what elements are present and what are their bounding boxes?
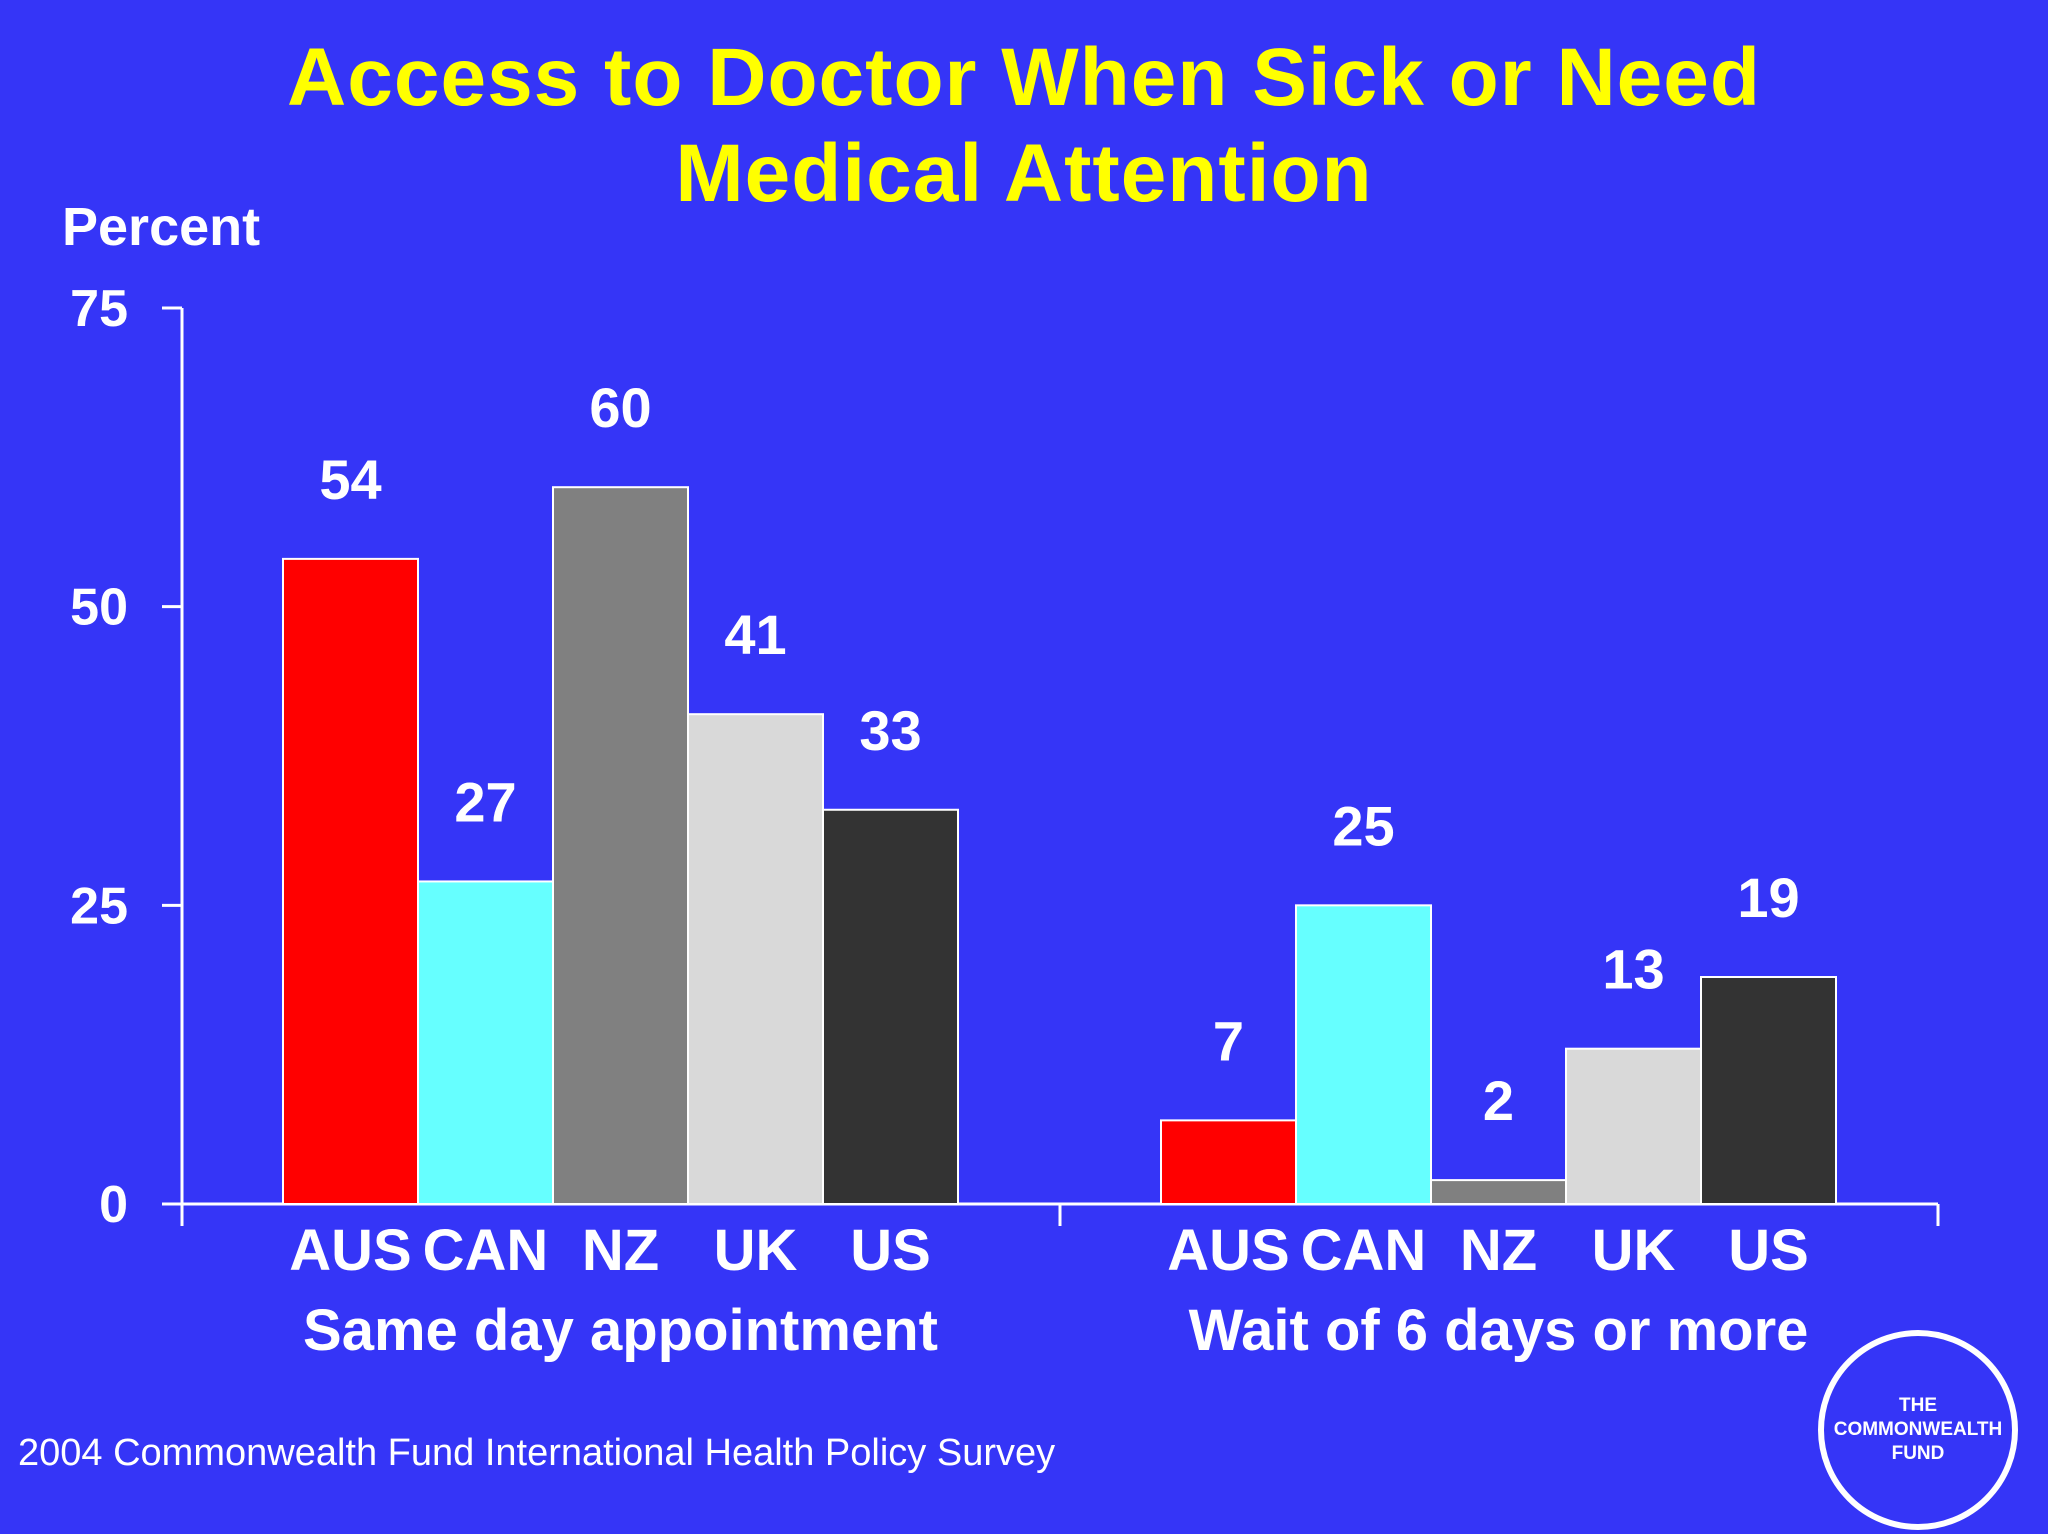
category-label: AUS [1167,1218,1289,1283]
category-label: US [1728,1218,1809,1283]
source-footnote: 2004 Commonwealth Fund International Hea… [18,1432,1056,1474]
category-label: NZ [582,1218,659,1283]
group-label: Same day appointment [303,1298,938,1363]
data-label: 27 [454,770,516,833]
category-label: NZ [1460,1218,1537,1283]
bar-us-group-1 [822,808,959,1205]
bar-can-group-1 [417,880,554,1205]
category-label: CAN [1301,1218,1427,1283]
logo-line-3: FUND [1891,1443,1945,1464]
data-label: 41 [724,603,786,666]
bar-nz-group-2 [1430,1179,1567,1206]
y-tick-label: 25 [70,877,128,935]
bar-uk-group-2 [1565,1047,1702,1206]
y-axis-label: Percent [62,197,260,257]
bar-can-group-2 [1295,904,1432,1205]
data-label: 13 [1602,938,1664,1001]
category-label: UK [714,1218,798,1283]
data-label: 19 [1737,866,1799,929]
bar-aus-group-2 [1160,1119,1297,1205]
y-tick-label: 0 [99,1176,128,1234]
data-label: 60 [589,376,651,439]
data-label: 33 [859,699,921,762]
data-label: 54 [319,448,381,511]
bar-nz-group-1 [552,486,689,1205]
commonwealth-fund-logo: THE COMMONWEALTH FUND [1818,1330,2018,1530]
chart-title: Access to Doctor When Sick or Need Medic… [0,30,2048,222]
group-label: Wait of 6 days or more [1189,1298,1809,1363]
bar-us-group-2 [1700,976,1837,1205]
y-tick-label: 75 [70,280,128,338]
data-label: 2 [1483,1069,1514,1132]
data-label: 7 [1213,1009,1244,1072]
category-label: UK [1592,1218,1676,1283]
bar-uk-group-1 [687,713,824,1205]
bar-aus-group-1 [282,557,419,1205]
y-tick-label: 50 [70,579,128,637]
chart-title-line-1: Access to Doctor When Sick or Need [287,32,1761,123]
chart-title-line-2: Medical Attention [675,128,1373,219]
logo-line-1: THE [1899,1395,1937,1416]
logo-line-2: COMMONWEALTH [1833,1419,2003,1440]
category-label: US [850,1218,931,1283]
category-label: AUS [289,1218,411,1283]
data-label: 25 [1332,794,1394,857]
category-label: CAN [423,1218,549,1283]
